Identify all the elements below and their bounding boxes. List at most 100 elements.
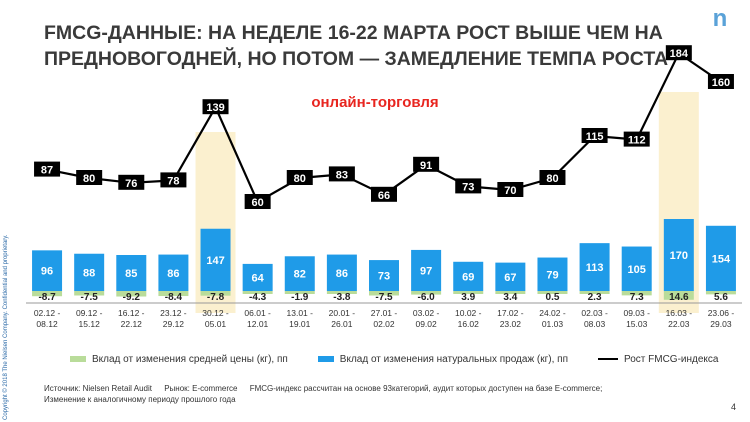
x-tick-label: 17.02 -23.02: [497, 308, 524, 329]
natural-bar: [32, 250, 63, 291]
x-tick-label: 02.12 -08.12: [34, 308, 61, 329]
index-label: 80: [83, 173, 95, 185]
market-label: Рынок: E-commerce: [164, 384, 238, 393]
x-tick-label: 09.03 -15.03: [623, 308, 650, 329]
price-bar: [579, 291, 610, 294]
index-label: 80: [294, 173, 306, 185]
index-label-box: [455, 178, 482, 194]
chart-subtitle: онлайн-торговля: [311, 94, 439, 111]
index-label-box: [76, 170, 103, 185]
index-label: 73: [462, 181, 474, 193]
legend-label-index: Рост FMCG-индекса: [624, 353, 719, 365]
price-label: 14.6: [669, 292, 689, 303]
price-bar: [116, 291, 147, 297]
price-label: -8.4: [165, 292, 183, 303]
natural-bar: [116, 255, 147, 291]
price-bar: [537, 291, 568, 294]
natural-label: 96: [41, 266, 53, 278]
x-tick-label: 24.02 -01.03: [539, 308, 566, 329]
price-label: -3.8: [333, 292, 351, 303]
x-tick-label: 13.01 -19.01: [287, 308, 314, 329]
footnote-line-1: Источник: Nielsen Retail Audit Рынок: E-…: [44, 383, 612, 394]
natural-label: 82: [294, 269, 306, 281]
index-label: 91: [420, 160, 432, 172]
index-line: [46, 51, 722, 204]
index-label-box: [623, 131, 650, 147]
index-label-box: [413, 156, 440, 172]
x-tick-label: 20.01 -26.01: [329, 308, 356, 329]
index-label-box: [328, 166, 355, 182]
x-tick-label: 23.12 -29.12: [160, 308, 187, 329]
index-label: 139: [206, 102, 224, 114]
natural-label: 86: [336, 268, 348, 280]
natural-label: 154: [712, 253, 731, 265]
index-label-box: [286, 170, 313, 185]
x-tick-label: 16.03 -22.03: [666, 308, 693, 329]
footnote: Источник: Nielsen Retail Audit Рынок: E-…: [44, 383, 612, 405]
index-label: 76: [125, 178, 137, 190]
price-label: 0.5: [546, 292, 560, 303]
index-label-box: [118, 174, 145, 190]
price-bar: [369, 291, 399, 296]
index-label: 78: [167, 175, 179, 187]
natural-label: 79: [546, 269, 558, 281]
price-label: -1.9: [291, 292, 309, 303]
price-bar: [32, 291, 63, 297]
slide-title: FMCG-ДАННЫЕ: НА НЕДЕЛЕ 16-22 МАРТА РОСТ …: [44, 22, 669, 70]
source-label: Источник: Nielsen Retail Audit: [44, 384, 152, 393]
index-label-box: [202, 99, 229, 115]
price-label: -4.3: [249, 292, 267, 303]
price-bar: [621, 291, 652, 296]
natural-label: 88: [83, 267, 95, 279]
natural-label: 105: [628, 264, 646, 276]
index-label: 87: [41, 165, 53, 177]
comparison-note: Изменение к аналогичному периоду прошлог…: [44, 395, 236, 404]
price-label: -7.5: [81, 292, 99, 303]
index-label: 80: [546, 173, 558, 185]
natural-label: 73: [378, 271, 390, 283]
x-tick-label: 03.02 -09.02: [413, 308, 440, 329]
index-label-box: [665, 45, 692, 61]
price-bar: [705, 291, 736, 295]
x-tick-label: 10.02 -16.02: [455, 308, 482, 329]
index-label-box: [160, 172, 187, 188]
index-label: 83: [336, 169, 348, 181]
index-label: 66: [378, 190, 390, 202]
index-label: 115: [586, 131, 604, 143]
natural-label: 113: [586, 262, 604, 274]
index-label-box: [371, 186, 397, 202]
natural-label: 86: [167, 268, 179, 280]
x-tick-label: 02.03 -08.03: [581, 308, 608, 329]
price-bar: [495, 291, 526, 294]
legend-item-index: Рост FMCG-индекса: [598, 354, 718, 365]
index-label: 112: [628, 135, 646, 147]
natural-bar: [579, 243, 610, 291]
natural-label: 64: [252, 272, 265, 284]
natural-bar: [326, 254, 357, 291]
price-label: -6.0: [418, 292, 436, 303]
price-bar: [411, 291, 442, 295]
index-label-box: [581, 128, 608, 143]
natural-bar: [495, 262, 526, 291]
price-bar: [200, 291, 231, 296]
natural-bar: [411, 249, 442, 291]
natural-bar: [705, 225, 736, 291]
price-bar: [453, 291, 484, 294]
index-label-box: [34, 161, 61, 177]
price-label: -8.7: [38, 292, 56, 303]
index-label-box: [707, 74, 734, 89]
index-label: 70: [504, 185, 516, 197]
legend-item-natural: Вклад от изменения натуральных продаж (к…: [317, 354, 568, 365]
index-label-box: [497, 182, 524, 197]
natural-label: 67: [504, 272, 516, 284]
natural-bar: [242, 263, 273, 291]
legend-swatch-natural: [317, 356, 334, 362]
index-note: FMCG-индекс рассчитан на основе 93катего…: [249, 384, 603, 393]
index-label-box: [539, 170, 566, 185]
natural-bar: [200, 228, 231, 291]
price-label: 5.6: [714, 292, 728, 303]
page-number: 4: [730, 402, 736, 412]
price-bar: [158, 291, 189, 297]
index-label: 160: [712, 77, 730, 89]
price-label: -7.8: [207, 292, 225, 303]
